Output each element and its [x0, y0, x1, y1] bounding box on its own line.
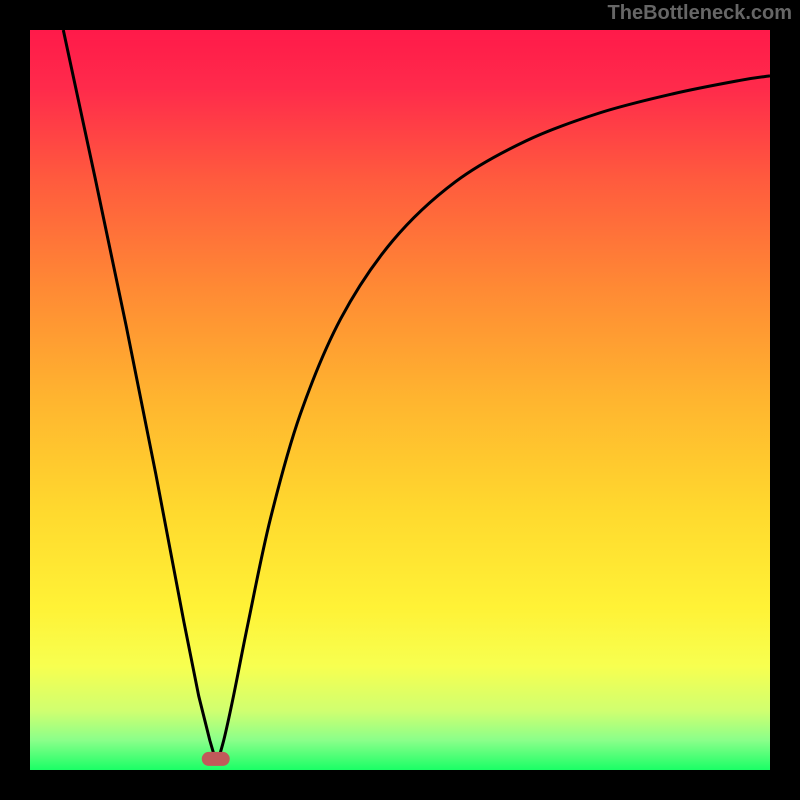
plot-area — [30, 30, 770, 770]
chart-container: TheBottleneck.com — [0, 0, 800, 800]
border-bottom — [0, 770, 800, 800]
minimum-marker — [202, 752, 230, 766]
curve-path — [63, 30, 770, 758]
curve-layer — [30, 30, 770, 770]
border-right — [770, 0, 800, 800]
watermark-text: TheBottleneck.com — [608, 2, 792, 25]
border-left — [0, 0, 30, 800]
